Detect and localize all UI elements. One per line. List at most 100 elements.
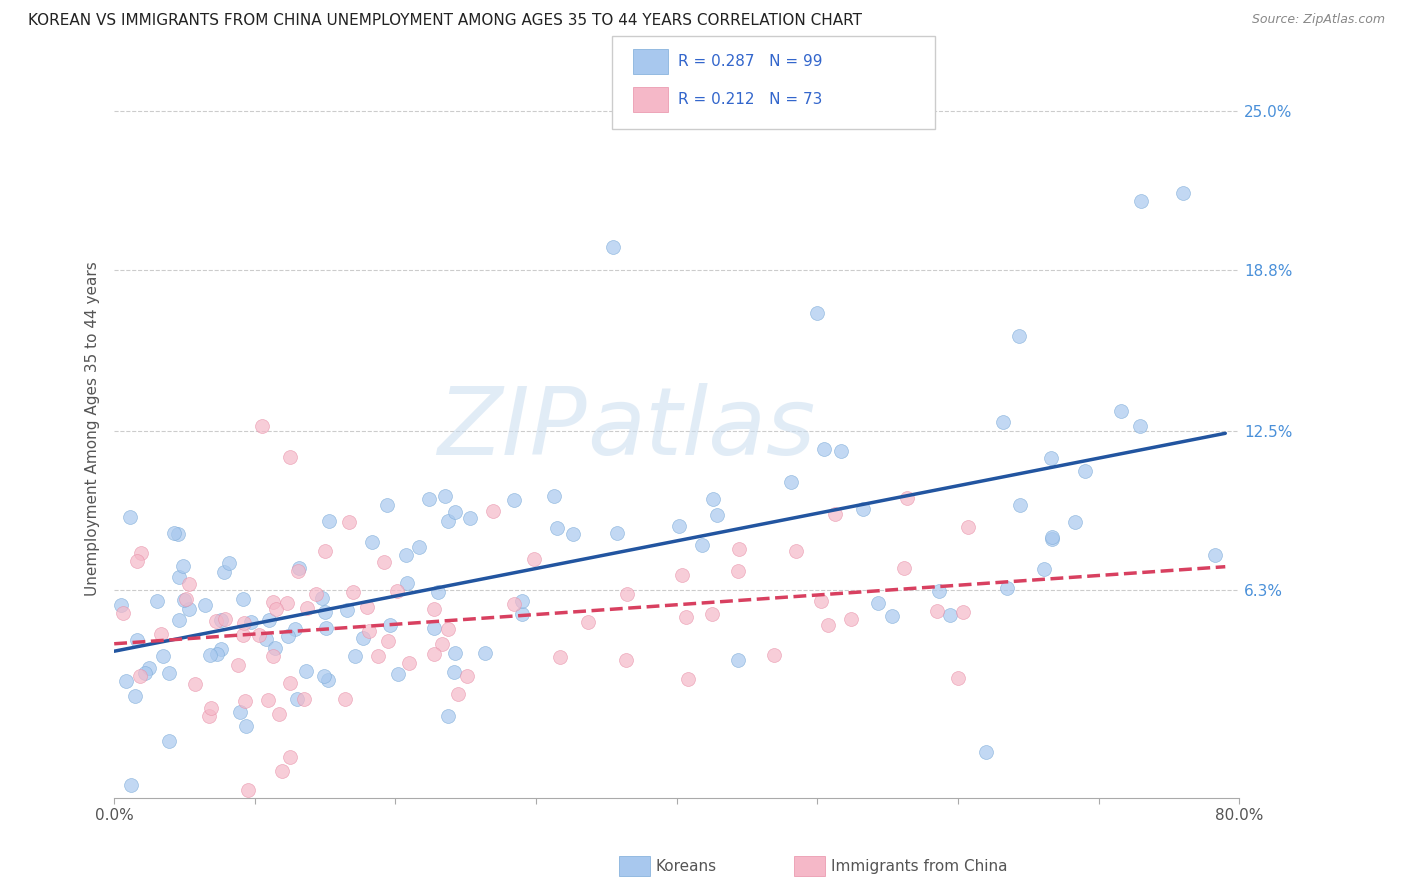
Point	[356, 600, 378, 615]
Text: KOREAN VS IMMIGRANTS FROM CHINA UNEMPLOYMENT AMONG AGES 35 TO 44 YEARS CORRELATI: KOREAN VS IMMIGRANTS FROM CHINA UNEMPLOY…	[28, 13, 862, 29]
Point	[233, 616, 256, 631]
Point	[204, 614, 226, 628]
Point	[727, 542, 749, 557]
Point	[212, 565, 235, 579]
Point	[287, 561, 309, 575]
Point	[127, 554, 149, 568]
Point	[205, 647, 228, 661]
Point	[285, 692, 308, 706]
Point	[880, 609, 903, 624]
Point	[179, 577, 201, 591]
Point	[991, 415, 1014, 429]
Point	[314, 669, 336, 683]
Text: Koreans: Koreans	[655, 859, 716, 873]
Point	[146, 594, 169, 608]
Point	[1032, 561, 1054, 575]
Point	[128, 669, 150, 683]
Point	[458, 511, 481, 525]
Point	[675, 610, 697, 624]
Point	[163, 525, 186, 540]
Point	[254, 632, 277, 647]
Point	[706, 508, 728, 522]
Point	[232, 628, 254, 642]
Point	[1064, 515, 1087, 529]
Point	[546, 521, 568, 535]
Point	[548, 649, 571, 664]
Point	[110, 598, 132, 612]
Point	[214, 612, 236, 626]
Text: Source: ZipAtlas.com: Source: ZipAtlas.com	[1251, 13, 1385, 27]
Point	[824, 507, 846, 521]
Point	[295, 600, 318, 615]
Point	[375, 498, 398, 512]
Point	[342, 584, 364, 599]
Point	[395, 576, 418, 591]
Point	[1008, 498, 1031, 512]
Point	[1204, 548, 1226, 562]
Point	[830, 444, 852, 458]
Point	[262, 648, 284, 663]
Point	[157, 734, 180, 748]
Point	[257, 693, 280, 707]
Point	[928, 584, 950, 599]
Point	[896, 491, 918, 505]
Point	[205, 811, 228, 825]
Point	[125, 632, 148, 647]
Point	[444, 646, 467, 660]
Point	[292, 692, 315, 706]
Point	[177, 602, 200, 616]
Point	[1040, 532, 1063, 546]
Point	[727, 653, 749, 667]
Point	[264, 602, 287, 616]
Point	[806, 306, 828, 320]
Point	[1129, 419, 1152, 434]
Point	[510, 593, 533, 607]
Point	[1171, 186, 1194, 200]
Point	[239, 615, 262, 630]
Point	[198, 648, 221, 662]
Point	[443, 665, 465, 680]
Point	[263, 641, 285, 656]
Point	[444, 505, 467, 519]
Point	[561, 527, 583, 541]
Point	[172, 558, 194, 573]
Point	[247, 628, 270, 642]
Point	[512, 607, 534, 621]
Point	[1111, 403, 1133, 417]
Point	[276, 596, 298, 610]
Point	[377, 634, 399, 648]
Point	[456, 669, 478, 683]
Point	[111, 606, 134, 620]
Point	[1040, 451, 1063, 466]
Point	[287, 565, 309, 579]
Point	[218, 556, 240, 570]
Point	[373, 555, 395, 569]
Point	[817, 618, 839, 632]
Text: R = 0.212   N = 73: R = 0.212 N = 73	[678, 93, 823, 107]
Point	[1040, 530, 1063, 544]
Point	[841, 612, 863, 626]
Point	[418, 491, 440, 506]
Point	[606, 526, 628, 541]
Point	[314, 605, 336, 619]
Point	[702, 491, 724, 506]
Text: R = 0.287   N = 99: R = 0.287 N = 99	[678, 54, 823, 69]
Point	[408, 540, 430, 554]
Point	[852, 501, 875, 516]
Point	[271, 764, 294, 778]
Point	[785, 543, 807, 558]
Point	[503, 492, 526, 507]
Point	[173, 592, 195, 607]
Point	[226, 658, 249, 673]
Point	[394, 548, 416, 562]
Point	[700, 607, 723, 621]
Point	[280, 676, 302, 690]
Point	[1074, 464, 1097, 478]
Point	[357, 624, 380, 638]
Point	[167, 613, 190, 627]
Point	[295, 664, 318, 678]
Point	[576, 615, 599, 630]
Text: ZIP: ZIP	[437, 384, 586, 475]
Point	[138, 661, 160, 675]
Point	[866, 596, 889, 610]
